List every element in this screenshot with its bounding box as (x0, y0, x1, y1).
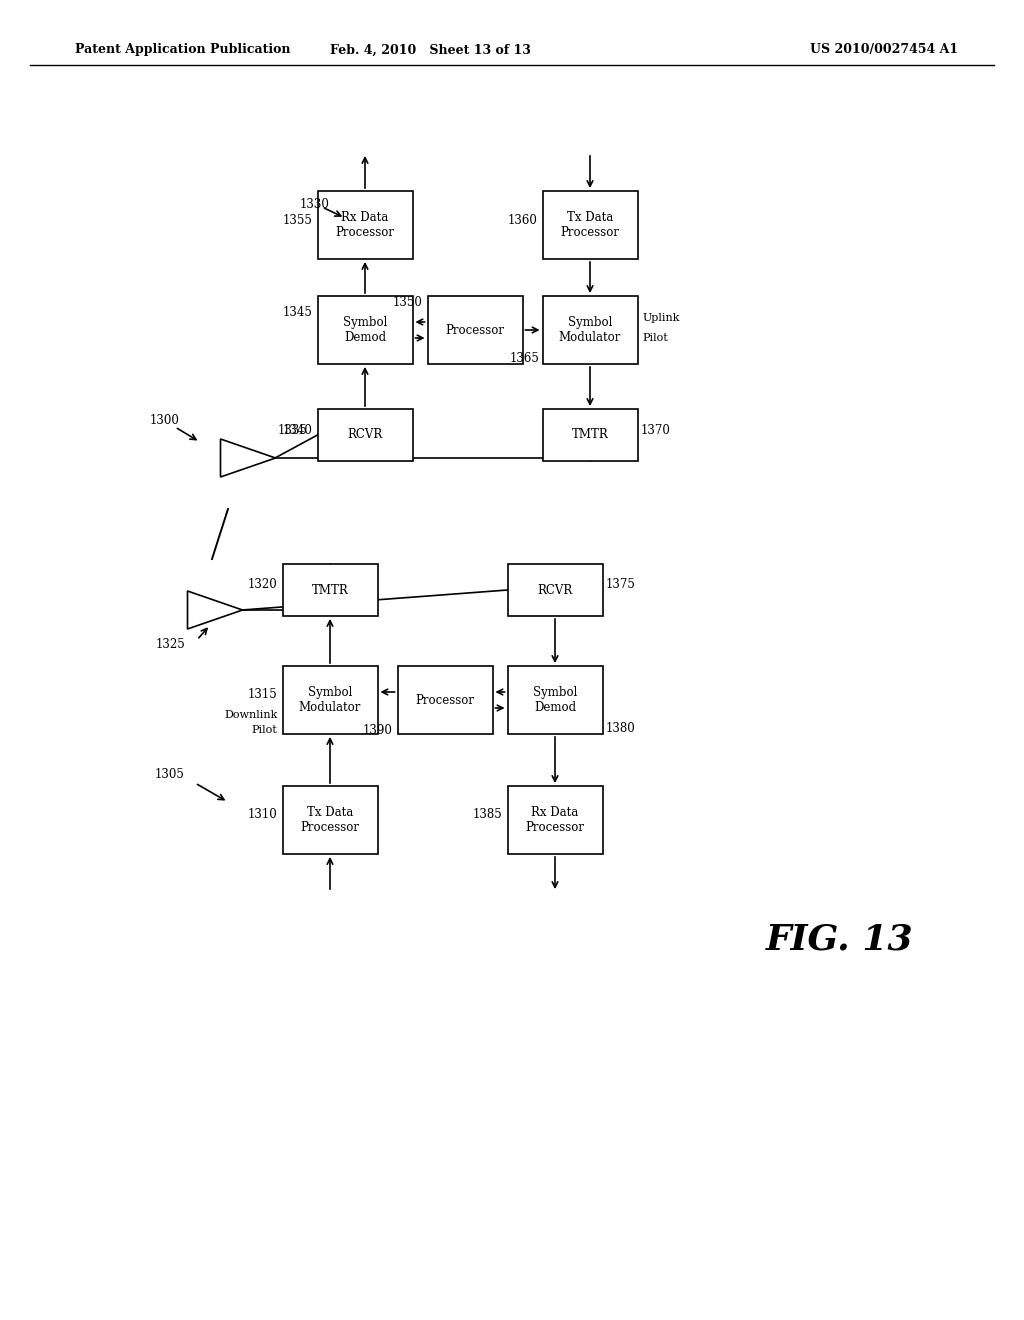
Text: TMTR: TMTR (571, 429, 608, 441)
Text: 1355: 1355 (283, 214, 312, 227)
Bar (397, 667, 493, 734)
Bar (427, 296, 522, 364)
Text: Rx Data
Processor: Rx Data Processor (525, 807, 585, 834)
Text: 1360: 1360 (508, 214, 538, 227)
Text: Tx Data
Processor: Tx Data Processor (300, 807, 359, 834)
Bar (543, 191, 638, 259)
Text: Feb. 4, 2010   Sheet 13 of 13: Feb. 4, 2010 Sheet 13 of 13 (330, 44, 530, 57)
Bar (283, 785, 378, 854)
Text: Processor: Processor (416, 693, 474, 706)
Text: 1375: 1375 (605, 578, 635, 591)
Text: 1335: 1335 (278, 424, 308, 437)
Bar (317, 409, 413, 461)
Polygon shape (220, 440, 275, 477)
Bar (508, 785, 602, 854)
Text: 1305: 1305 (155, 768, 185, 781)
Bar (317, 191, 413, 259)
Text: Tx Data
Processor: Tx Data Processor (560, 211, 620, 239)
Text: Pilot: Pilot (642, 333, 669, 343)
Text: 1350: 1350 (392, 296, 423, 309)
Text: FIG. 13: FIG. 13 (766, 923, 913, 957)
Bar (543, 409, 638, 461)
Text: 1390: 1390 (362, 723, 392, 737)
Bar (283, 564, 378, 616)
Text: Symbol
Modulator: Symbol Modulator (559, 315, 622, 345)
Text: RCVR: RCVR (538, 583, 572, 597)
Text: 1370: 1370 (640, 424, 671, 437)
Bar (283, 667, 378, 734)
Text: Downlink: Downlink (224, 710, 278, 719)
Text: 1310: 1310 (248, 808, 278, 821)
Text: 1330: 1330 (300, 198, 330, 211)
Text: 1365: 1365 (510, 351, 540, 364)
Text: Symbol
Demod: Symbol Demod (532, 686, 578, 714)
Text: 1300: 1300 (150, 413, 180, 426)
Text: 1380: 1380 (605, 722, 635, 734)
Text: 1345: 1345 (283, 305, 312, 318)
Text: Pilot: Pilot (252, 725, 278, 735)
Text: 1315: 1315 (248, 689, 278, 701)
Text: Processor: Processor (445, 323, 505, 337)
Bar (508, 564, 602, 616)
Text: 1340: 1340 (283, 424, 312, 437)
Polygon shape (187, 591, 243, 630)
Text: US 2010/0027454 A1: US 2010/0027454 A1 (810, 44, 958, 57)
Bar (543, 296, 638, 364)
Text: Symbol
Modulator: Symbol Modulator (299, 686, 361, 714)
Text: Symbol
Demod: Symbol Demod (343, 315, 387, 345)
Text: 1320: 1320 (248, 578, 278, 591)
Text: Uplink: Uplink (642, 313, 680, 323)
Bar (317, 296, 413, 364)
Text: Rx Data
Processor: Rx Data Processor (336, 211, 394, 239)
Text: 1385: 1385 (473, 808, 503, 821)
Bar (508, 667, 602, 734)
Text: RCVR: RCVR (347, 429, 383, 441)
Text: Patent Application Publication: Patent Application Publication (75, 44, 291, 57)
Text: TMTR: TMTR (311, 583, 348, 597)
Text: 1325: 1325 (156, 639, 185, 652)
